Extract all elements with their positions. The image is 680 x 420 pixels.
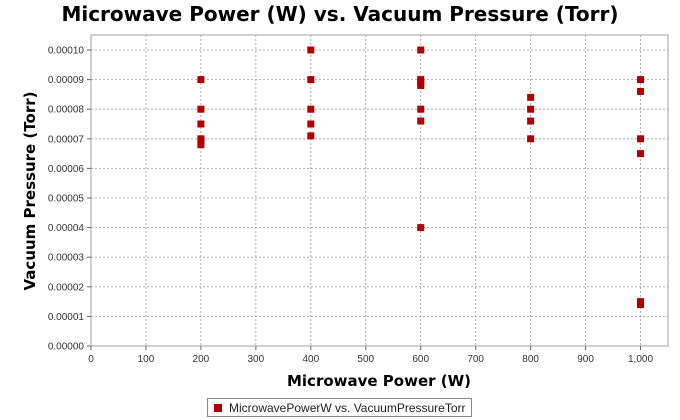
- legend-swatch: [214, 403, 222, 412]
- data-point: [197, 120, 205, 128]
- y-tick-label: 0.00000: [48, 342, 85, 353]
- x-tick-label: 200: [193, 354, 210, 365]
- legend-label: MicrowavePowerW vs. VacuumPressureTorr: [229, 400, 466, 415]
- data-point: [637, 135, 645, 143]
- y-tick-label: 0.00007: [48, 134, 85, 145]
- y-tick-label: 0.00008: [48, 105, 85, 116]
- legend: MicrowavePowerW vs. VacuumPressureTorr: [207, 398, 472, 417]
- data-point: [637, 301, 645, 309]
- data-point: [307, 76, 315, 84]
- data-point: [197, 105, 205, 113]
- y-axis-label: Vacuum Pressure (Torr): [21, 92, 39, 291]
- data-point: [307, 105, 315, 113]
- data-point: [637, 76, 645, 84]
- data-point: [307, 120, 315, 128]
- data-point: [527, 135, 535, 143]
- data-point: [197, 141, 205, 149]
- data-point: [307, 46, 315, 54]
- x-tick-label: 300: [248, 354, 265, 365]
- y-tick-label: 0.00003: [48, 253, 85, 264]
- y-tick-label: 0.00005: [48, 194, 85, 205]
- data-point: [417, 117, 425, 125]
- data-points: [197, 46, 645, 309]
- x-tick-label: 700: [467, 354, 484, 365]
- data-point: [637, 87, 645, 95]
- data-point: [527, 105, 535, 113]
- plot-area: [90, 34, 669, 347]
- y-tick-label: 0.00009: [48, 75, 85, 86]
- data-point: [417, 46, 425, 54]
- x-tick-label: 400: [302, 354, 319, 365]
- x-tick-label: 100: [138, 354, 155, 365]
- data-point: [197, 76, 205, 84]
- chart-title: Microwave Power (W) vs. Vacuum Pressure …: [61, 2, 619, 26]
- data-point: [417, 82, 425, 90]
- x-tick-label: 0: [88, 354, 94, 365]
- y-tick-label: 0.00004: [48, 223, 85, 234]
- data-point: [417, 105, 425, 113]
- x-tick-label: 500: [357, 354, 374, 365]
- data-point: [417, 224, 425, 232]
- grid-lines: [91, 35, 668, 346]
- y-tick-label: 0.00001: [48, 312, 85, 323]
- x-tick-label: 900: [577, 354, 594, 365]
- axis-ticks: 0 100 200 300 400 500 600 700 800 900 1,000 0.00000…: [48, 46, 654, 366]
- x-tick-label: 1,000: [628, 354, 653, 365]
- y-tick-label: 0.00006: [48, 164, 85, 175]
- data-point: [307, 132, 315, 140]
- y-tick-label: 0.00002: [48, 282, 85, 293]
- data-point: [637, 150, 645, 158]
- x-tick-label: 800: [522, 354, 539, 365]
- y-tick-label: 0.00010: [48, 46, 85, 57]
- data-point: [527, 117, 535, 125]
- x-axis-label: Microwave Power (W): [287, 372, 471, 390]
- data-point: [527, 93, 535, 101]
- x-tick-label: 600: [412, 354, 429, 365]
